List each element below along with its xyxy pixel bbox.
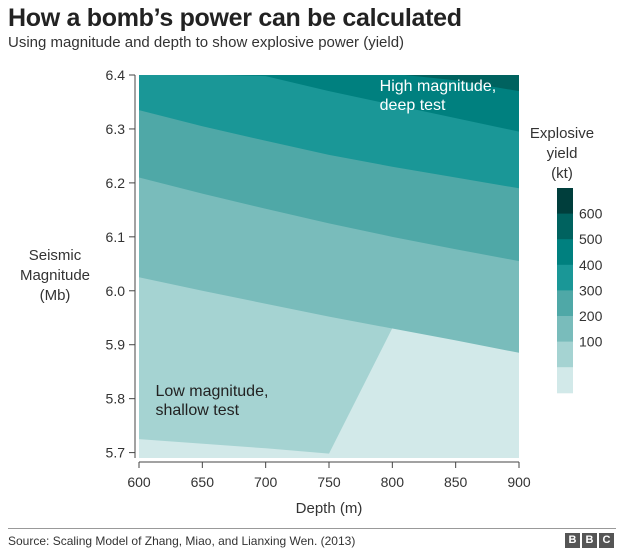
x-tick-label: 800 xyxy=(381,474,405,490)
x-tick-label: 750 xyxy=(317,474,341,490)
bbc-logo-letter: B xyxy=(582,533,597,548)
legend-swatch xyxy=(557,213,573,240)
bbc-logo-letter: B xyxy=(565,533,580,548)
bbc-logo-letter: C xyxy=(599,533,614,548)
footer-divider xyxy=(8,528,616,529)
chart-title: How a bomb’s power can be calculated xyxy=(8,4,462,32)
legend-label: 400 xyxy=(579,257,603,273)
legend-label: 600 xyxy=(579,206,603,222)
source-note: Source: Scaling Model of Zhang, Miao, an… xyxy=(8,534,356,548)
legend-swatch xyxy=(557,316,573,343)
yield-band xyxy=(220,75,519,132)
legend-title: Explosive yield (kt) xyxy=(530,125,594,182)
yield-contour-chart: High magnitude, deep test Low magnitude, sh… xyxy=(20,67,603,517)
legend-label: 200 xyxy=(579,308,603,324)
x-axis-label: Depth (m) xyxy=(296,500,363,517)
x-axis: 600 650 700 750 800 850 900 Depth (m) xyxy=(127,461,531,517)
legend-label: 300 xyxy=(579,282,603,298)
legend-swatch xyxy=(557,239,573,266)
y-axis: 5.7 5.8 5.9 6.0 6.1 6.2 6.3 6.4 Seismic Magnitude… xyxy=(20,67,136,461)
y-tick-label: 6.2 xyxy=(106,175,126,191)
y-tick-label: 6.1 xyxy=(106,229,126,245)
y-tick-label: 5.9 xyxy=(106,337,126,353)
legend-swatch xyxy=(557,367,573,394)
y-tick-label: 5.8 xyxy=(106,391,126,407)
y-tick-label: 6.4 xyxy=(106,67,126,83)
legend-label: 100 xyxy=(579,334,603,350)
bbc-logo: B B C xyxy=(565,533,614,548)
legend-swatch xyxy=(557,290,573,317)
chart-subtitle: Using magnitude and depth to show explos… xyxy=(8,34,405,51)
x-tick-label: 600 xyxy=(127,474,151,490)
y-axis-label: Seismic Magnitude (Mb) xyxy=(20,247,90,304)
legend-swatch xyxy=(557,188,573,215)
x-tick-label: 650 xyxy=(191,474,215,490)
y-tick-label: 6.0 xyxy=(106,283,126,299)
annotation-low-magnitude: Low magnitude, shallow test xyxy=(155,383,268,419)
legend-swatch xyxy=(557,264,573,291)
annotation-high-magnitude: High magnitude, deep test xyxy=(380,78,497,114)
y-tick-label: 5.7 xyxy=(106,445,126,461)
contour-bands xyxy=(139,75,519,458)
y-tick-label: 6.3 xyxy=(106,121,126,137)
chart-annotations: High magnitude, deep test Low magnitude, sh… xyxy=(155,78,496,419)
yield-band xyxy=(405,75,519,92)
legend: Explosive yield (kt) 600 500 400 300 200 100 xyxy=(530,125,603,394)
x-tick-label: 850 xyxy=(444,474,468,490)
x-tick-label: 700 xyxy=(254,474,278,490)
legend-label: 500 xyxy=(579,231,603,247)
x-tick-label: 900 xyxy=(507,474,531,490)
legend-swatch xyxy=(557,341,573,368)
